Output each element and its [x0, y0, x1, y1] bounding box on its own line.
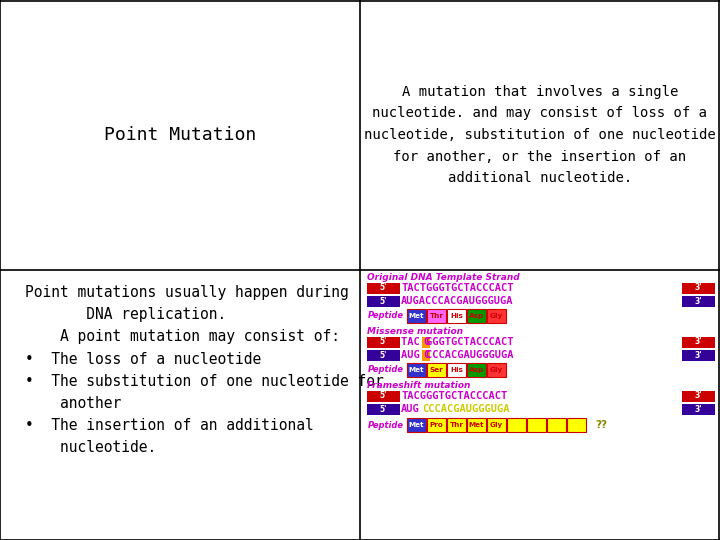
Text: His: His — [450, 313, 463, 319]
Text: Met: Met — [409, 367, 424, 373]
Text: 5': 5' — [379, 392, 387, 401]
Text: C: C — [423, 350, 429, 360]
Text: Thr: Thr — [449, 422, 464, 428]
Text: 5': 5' — [379, 404, 387, 414]
Bar — [682, 295, 715, 307]
Text: AUG CCCACGAUGGGUGA: AUG CCCACGAUGGGUGA — [401, 350, 513, 360]
Text: 5': 5' — [379, 296, 387, 306]
Bar — [447, 309, 466, 323]
Bar — [682, 349, 715, 361]
Bar — [567, 418, 586, 432]
Text: CCCACGAUGGGUGA: CCCACGAUGGGUGA — [423, 404, 510, 414]
Bar — [507, 418, 526, 432]
Bar — [467, 418, 486, 432]
Text: Met: Met — [409, 313, 424, 319]
Text: Peptide: Peptide — [368, 366, 404, 375]
Bar — [427, 309, 446, 323]
Bar — [447, 418, 466, 432]
Text: Point Mutation: Point Mutation — [104, 126, 256, 144]
Bar — [682, 390, 715, 402]
Text: Missense mutation: Missense mutation — [367, 327, 463, 336]
Bar — [527, 418, 546, 432]
Text: His: His — [450, 367, 463, 373]
Text: 3': 3' — [695, 392, 702, 401]
Text: Peptide: Peptide — [368, 421, 404, 429]
Bar — [682, 336, 715, 348]
Text: Met: Met — [469, 422, 485, 428]
Bar — [407, 363, 426, 377]
Text: 5': 5' — [379, 350, 387, 360]
Text: Frameshift mutation: Frameshift mutation — [367, 381, 470, 390]
Bar — [367, 336, 400, 348]
Text: 3': 3' — [695, 284, 702, 293]
Text: Thr: Thr — [430, 313, 444, 319]
Text: TACGGGTGCTACCCACT: TACGGGTGCTACCCACT — [401, 391, 508, 401]
Text: Peptide: Peptide — [368, 312, 404, 321]
Text: G: G — [423, 337, 429, 347]
Bar — [367, 349, 400, 361]
Bar — [447, 363, 466, 377]
Bar — [422, 336, 431, 348]
Text: AUG: AUG — [401, 404, 420, 414]
Bar — [487, 363, 506, 377]
Bar — [367, 390, 400, 402]
Text: Met: Met — [409, 422, 424, 428]
Text: Asp: Asp — [469, 313, 484, 319]
Text: Ser: Ser — [430, 367, 444, 373]
Text: TACTGGGTGCTACCCACT: TACTGGGTGCTACCCACT — [401, 283, 513, 293]
Text: 3': 3' — [695, 350, 702, 360]
Text: Gly: Gly — [490, 313, 503, 319]
Bar — [487, 418, 506, 432]
Text: 5': 5' — [379, 284, 387, 293]
Bar — [547, 418, 566, 432]
Text: AUGACCCACGAUGGGUGA: AUGACCCACGAUGGGUGA — [401, 296, 513, 306]
Text: Asp: Asp — [469, 367, 484, 373]
Text: TAC GGGTGCTACCCACT: TAC GGGTGCTACCCACT — [401, 337, 513, 347]
Text: Pro: Pro — [430, 422, 444, 428]
Text: Gly: Gly — [490, 367, 503, 373]
Bar — [487, 309, 506, 323]
Text: 3': 3' — [695, 404, 702, 414]
Text: Point mutations usually happen during
       DNA replication.
    A point mutati: Point mutations usually happen during DN… — [25, 285, 384, 455]
Bar — [407, 418, 426, 432]
Bar — [367, 295, 400, 307]
Bar — [407, 309, 426, 323]
Text: Gly: Gly — [490, 422, 503, 428]
Bar — [367, 282, 400, 294]
Bar — [467, 309, 486, 323]
Bar — [682, 282, 715, 294]
Bar — [422, 349, 431, 361]
Bar — [367, 403, 400, 415]
Bar — [682, 403, 715, 415]
Text: ??: ?? — [595, 420, 607, 430]
Bar — [467, 363, 486, 377]
Text: 5': 5' — [379, 338, 387, 347]
Bar — [427, 418, 446, 432]
Text: Original DNA Template Strand: Original DNA Template Strand — [367, 273, 520, 282]
Text: 3': 3' — [695, 338, 702, 347]
Bar — [427, 363, 446, 377]
Text: 3': 3' — [695, 296, 702, 306]
Text: A mutation that involves a single
nucleotide. and may consist of loss of a
nucle: A mutation that involves a single nucleo… — [364, 85, 716, 185]
